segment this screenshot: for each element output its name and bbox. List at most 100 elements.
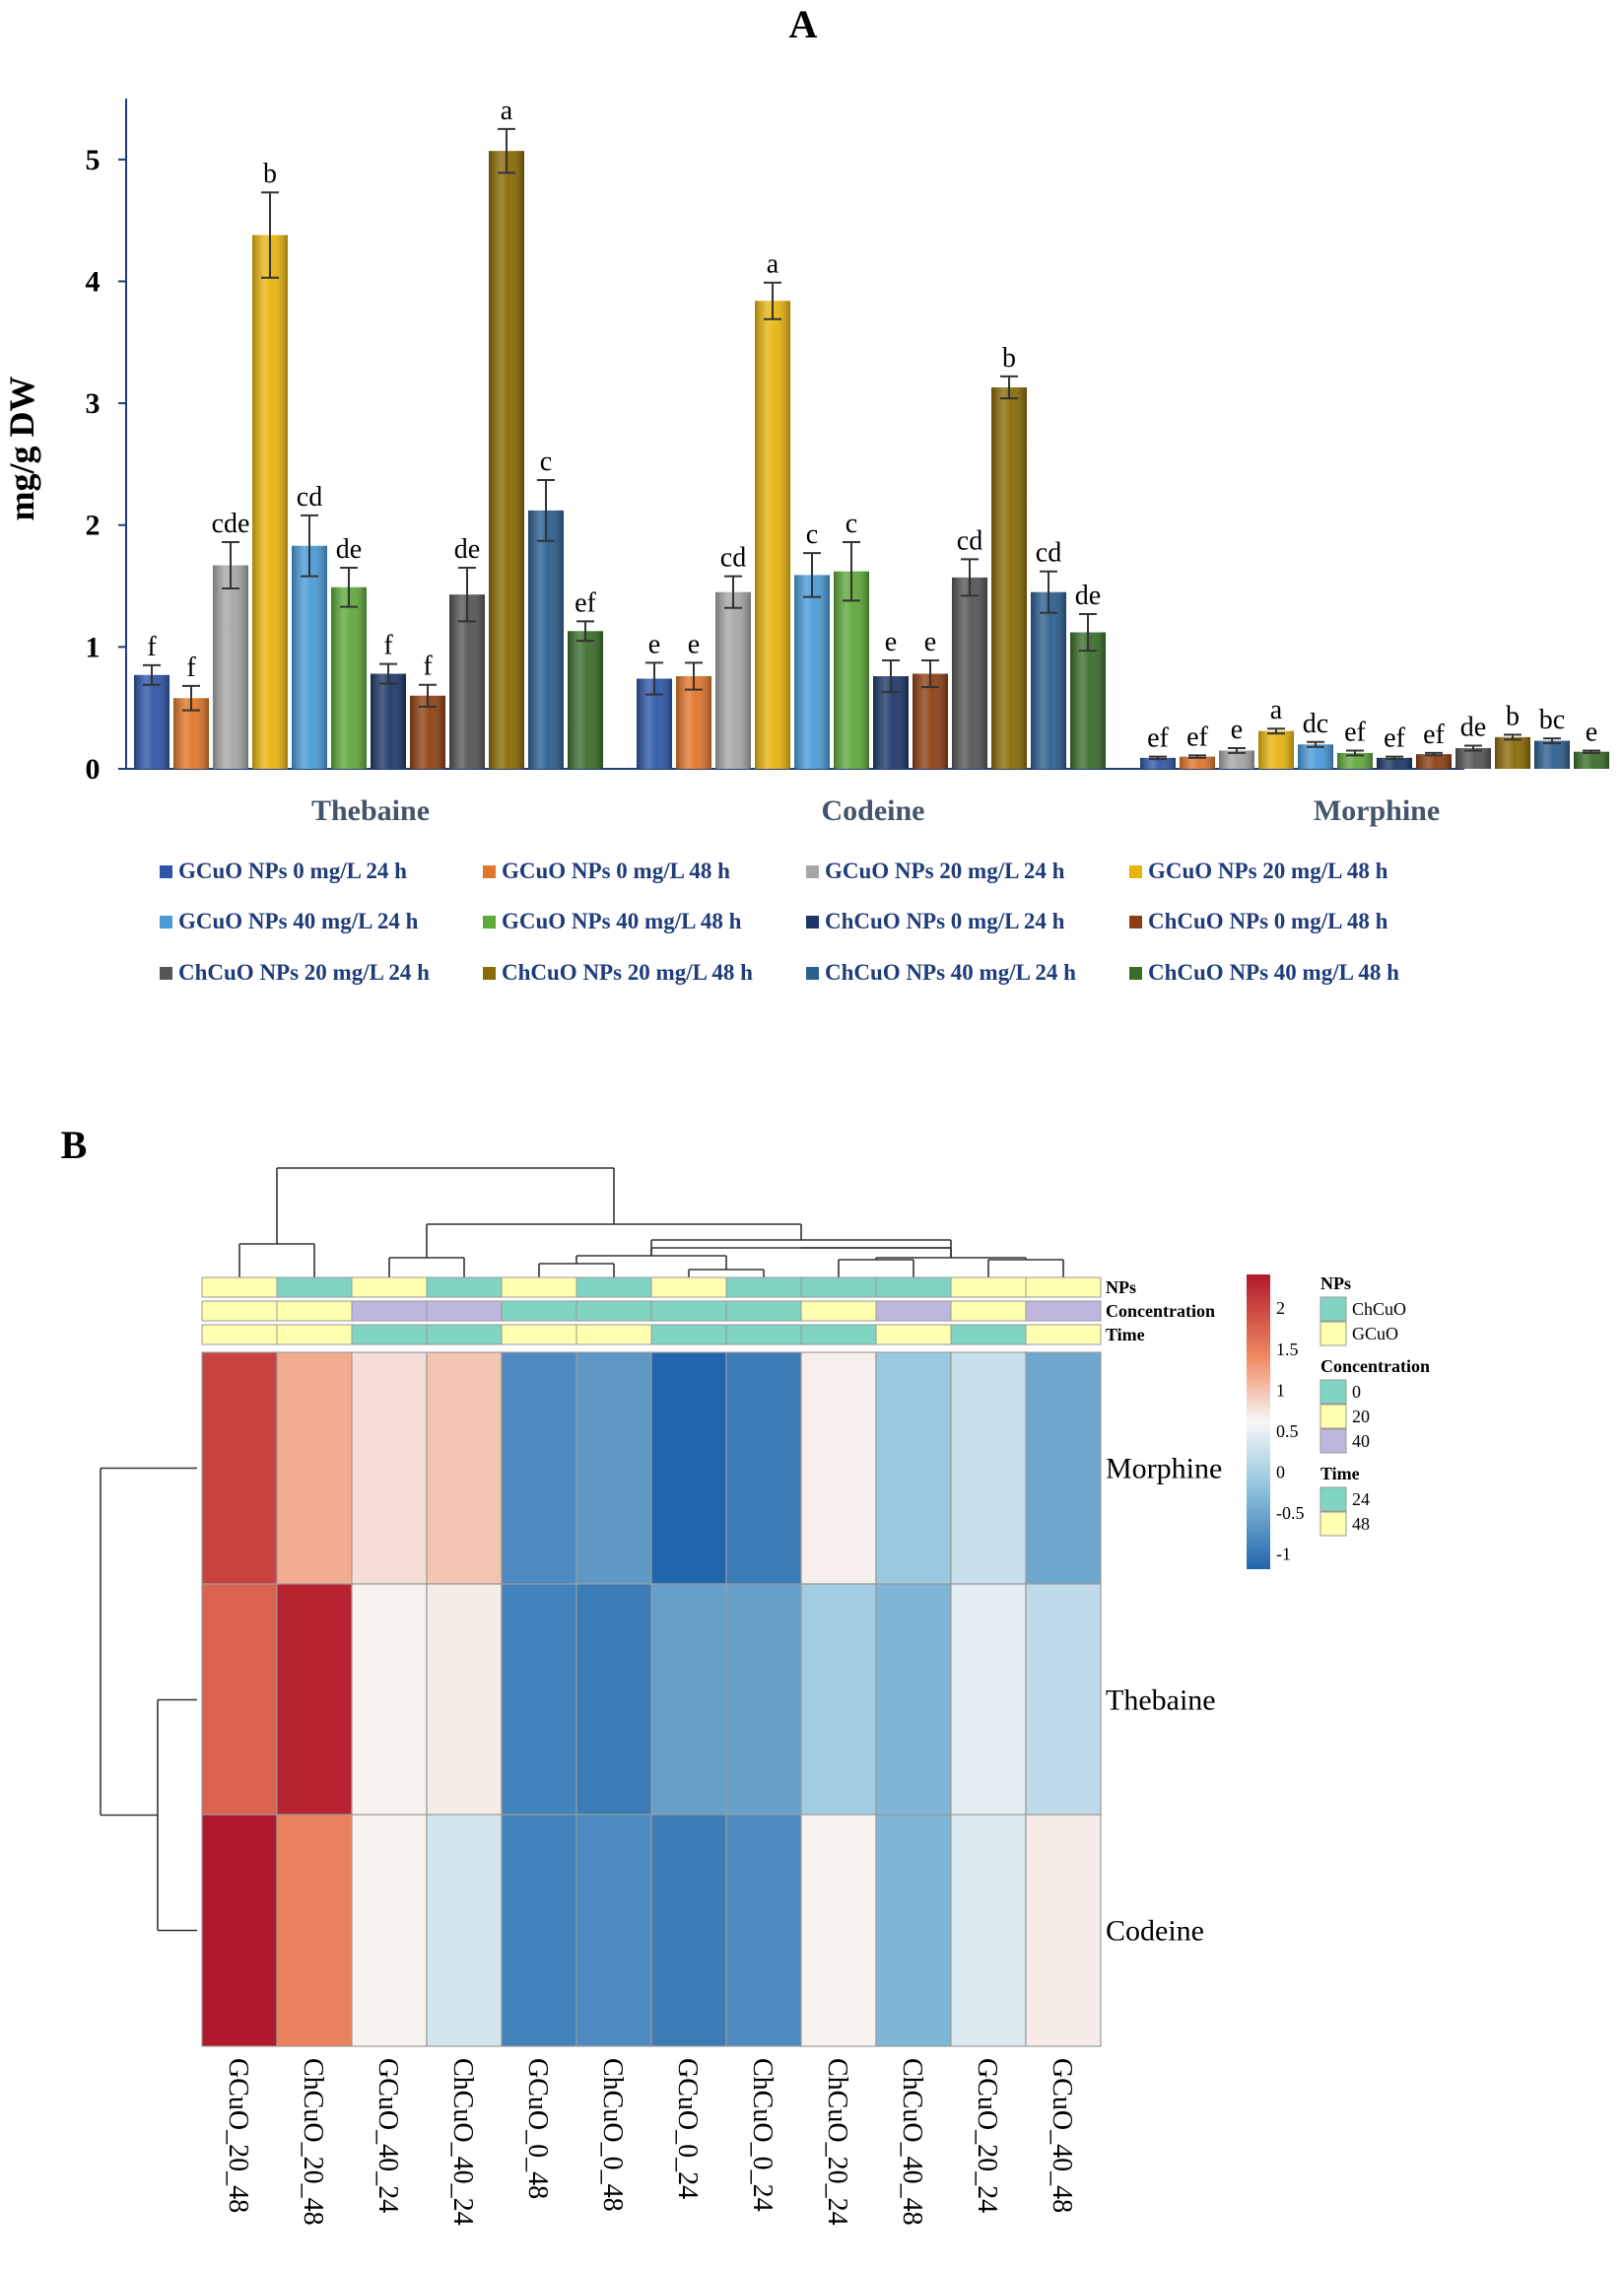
legend-label: GCuO NPs 40 mg/L 24 h [178, 909, 419, 933]
heatmap-cell [1025, 1814, 1102, 2047]
annotation-cell [575, 1276, 652, 1298]
annotation-cell [426, 1300, 503, 1322]
bar-shading [676, 676, 711, 769]
heatmap-cell [950, 1351, 1027, 1585]
group-label: Codeine [822, 794, 925, 827]
legend-swatch [483, 916, 496, 929]
bar-shading [1258, 730, 1294, 769]
annotation-legend-title: NPs [1320, 1273, 1351, 1293]
annotation-legend-swatch [1320, 1428, 1347, 1454]
heatmap-cell [351, 1583, 428, 1817]
significance-letter: de [454, 534, 480, 565]
annotation-cell [351, 1324, 428, 1345]
significance-letter: e [1586, 717, 1597, 747]
annotation-tracks: NPs Concentration Time [201, 1276, 1215, 1345]
annotation-cell [950, 1324, 1027, 1345]
bar-shading [913, 673, 948, 769]
annotation-cell [426, 1324, 503, 1345]
heatmap-cell [650, 1583, 727, 1817]
significance-letter: ef [1384, 723, 1405, 754]
legend-label: ChCuO NPs 0 mg/L 24 h [825, 909, 1065, 933]
heatmap-cell [650, 1351, 727, 1585]
annotation-cell [650, 1324, 727, 1345]
column-label: GCuO_40_24 [372, 2058, 403, 2213]
bar-shading [1140, 757, 1176, 769]
bar-shading [952, 577, 987, 769]
heatmap-cell [426, 1351, 503, 1585]
annotation-cell [276, 1300, 353, 1322]
annotation-cell [1025, 1276, 1102, 1298]
bar-shading [1031, 591, 1066, 769]
heatmap-cell [201, 1583, 278, 1817]
significance-letter: f [186, 653, 196, 683]
significance-letter: cd [1036, 538, 1061, 569]
heatmap-cell [950, 1583, 1027, 1817]
significance-letter: dc [1303, 709, 1328, 739]
legend-swatch [806, 916, 819, 929]
bar-shading [1574, 751, 1609, 769]
annotation-cell [1025, 1300, 1102, 1322]
significance-letter: ef [1344, 717, 1366, 747]
heatmap-panel: B NPs Concentration Time Morphine Thebaine C… [61, 1123, 1430, 2226]
annotation-legend-swatch [1320, 1404, 1347, 1429]
heatmap-cell [501, 1583, 577, 1817]
y-tick-label: 5 [86, 144, 101, 176]
column-label: ChCuO_0_24 [747, 2058, 778, 2212]
bar-shading [371, 673, 406, 769]
y-tick-label: 4 [86, 265, 101, 298]
annotation-cell [650, 1276, 727, 1298]
bar-shading [715, 591, 751, 769]
bar-shading [568, 631, 603, 769]
y-tick-label: 0 [86, 753, 101, 786]
significance-letter: c [806, 519, 818, 550]
significance-letter: cd [957, 525, 982, 556]
significance-letter: b [263, 159, 277, 189]
significance-letter: ef [1423, 720, 1445, 750]
annotation-legend-swatch [1320, 1296, 1347, 1322]
significance-letter: a [1270, 695, 1283, 725]
panel-b-label: B [61, 1123, 88, 1167]
annotation-cell [800, 1300, 877, 1322]
annotation-legend-label: 24 [1352, 1489, 1370, 1509]
bar-shading [755, 301, 790, 769]
annotation-cell [201, 1324, 278, 1345]
legend-label: ChCuO NPs 20 mg/L 48 h [502, 960, 753, 985]
significance-letter: cd [720, 543, 746, 574]
significance-letter: e [924, 627, 936, 657]
significance-letter: c [540, 447, 552, 477]
bar-shading [834, 571, 869, 769]
legend-swatch [1129, 967, 1142, 980]
heatmap-cell [800, 1583, 877, 1817]
column-label: GCuO_20_24 [972, 2058, 1002, 2213]
heatmap-cell [426, 1814, 503, 2047]
bar-shading [1534, 740, 1570, 769]
significance-letter: de [336, 534, 362, 565]
colorbar-tick-label: 1 [1276, 1380, 1285, 1400]
annotation-cell [1025, 1324, 1102, 1345]
heatmap-cell [575, 1814, 652, 2047]
column-label: GCuO_0_24 [672, 2058, 703, 2199]
significance-letter: f [147, 632, 157, 662]
group-labels: Thebaine Codeine Morphine [311, 794, 1440, 827]
annotation-track-label: NPs [1106, 1277, 1136, 1297]
annotation-cell [501, 1300, 577, 1322]
significance-letter: e [648, 629, 660, 659]
legend-label: GCuO NPs 0 mg/L 48 h [502, 859, 730, 883]
annotation-legend-swatch [1320, 1486, 1347, 1512]
bar-shading [410, 695, 445, 769]
legend-swatch [1129, 916, 1142, 929]
y-tick-label: 1 [86, 631, 101, 663]
panel-a-label: A [789, 2, 818, 46]
annotation-legend-swatch [1320, 1511, 1347, 1537]
annotation-cell [875, 1276, 952, 1298]
bar-shading [449, 594, 485, 769]
legend-swatch [483, 967, 496, 980]
significance-letter: cde [212, 509, 250, 539]
colorbar: 2 1.5 1 0.5 0 -0.5 -1 [1247, 1274, 1305, 1569]
annotation-cell [875, 1324, 952, 1345]
annotation-legend-label: 48 [1352, 1514, 1370, 1534]
heatmap-cell [276, 1814, 353, 2047]
annotation-legend-label: GCuO [1352, 1324, 1398, 1343]
y-axis-title: mg/g DW [2, 377, 41, 521]
